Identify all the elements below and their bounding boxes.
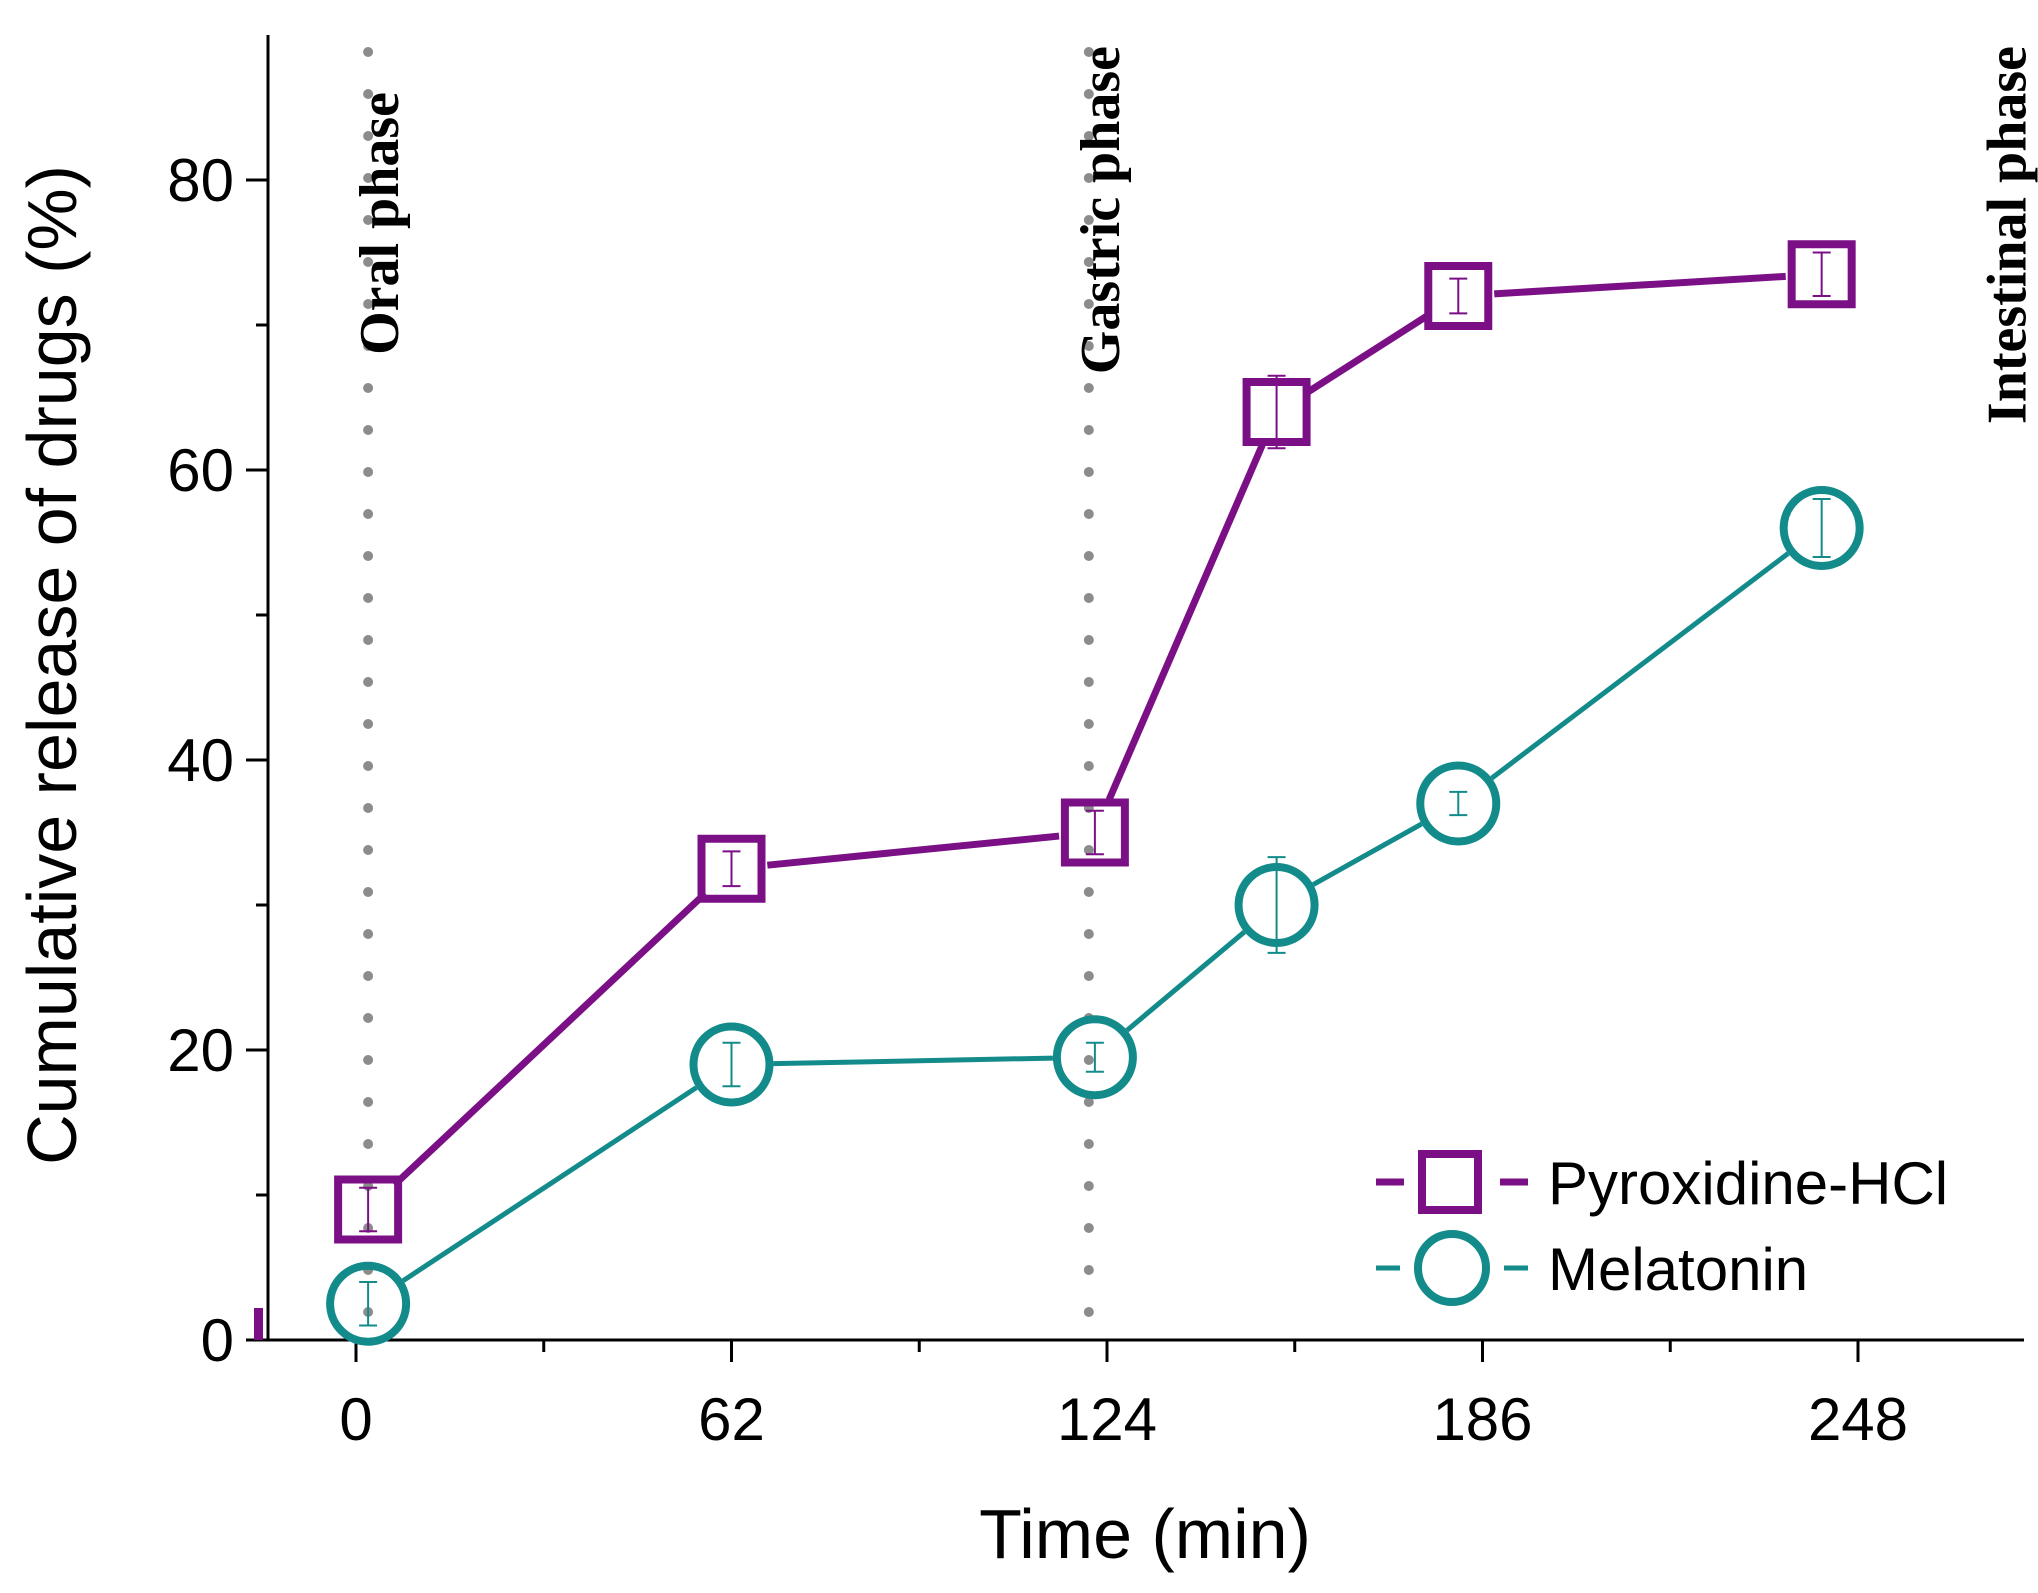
data-point [697,834,766,903]
y-tick-label: 0 [201,1307,234,1374]
x-tick-label: 62 [698,1386,765,1453]
data-point [1242,378,1311,446]
legend-marker [1414,1230,1490,1306]
y-tick-label: 20 [167,1017,234,1084]
y-tick-label: 40 [167,727,234,794]
series-pyroxidine-hcl [334,240,1856,1244]
series-line-segment [1494,272,1786,298]
origin-artifact [254,1308,263,1340]
axes: 0 20 40 60 80 0 62 124 186 248 [167,35,2024,1453]
series-line-segment [401,1085,698,1283]
series-group [254,240,1864,1346]
legend: Pyroxidine-HCl Melatonin [1376,1150,1948,1306]
data-point [689,1022,774,1107]
phase-markers: Oral phase Gastric phase Intestinal phase [349,46,2038,1341]
phase-label: Gastric phase [1070,46,1132,374]
y-axis-title: Cumulative release of drugs (%) [13,165,91,1165]
data-point [326,1261,411,1346]
phase-label: Oral phase [349,92,411,355]
legend-label: Pyroxidine-HCl [1548,1150,1948,1217]
legend-marker [1418,1150,1482,1214]
x-tick-label: 248 [1808,1386,1908,1453]
data-point [1060,798,1129,867]
x-axis-title: Time (min) [979,1495,1311,1573]
y-tick-label: 80 [167,147,234,214]
data-point [1416,761,1501,846]
series-line-segment [773,1055,1053,1067]
series-line-segment [391,890,708,1188]
series-line-segment [766,832,1060,869]
phase-label: Intestinal phase [1976,46,2038,424]
x-tick-label: 186 [1432,1386,1532,1453]
data-point [1787,240,1856,309]
data-point [1424,262,1493,330]
data-point [1234,863,1319,947]
legend-label: Melatonin [1548,1236,1808,1303]
x-tick-label: 0 [339,1386,372,1453]
legend-item: Melatonin [1376,1230,1808,1306]
series-line-segment [1312,821,1423,887]
x-tick-label: 124 [1057,1386,1157,1453]
series-melatonin [326,486,1864,1346]
series-line-segment [1305,312,1430,396]
series-line-segment [1490,551,1790,781]
data-point [334,1175,403,1244]
data-point [1052,1015,1137,1100]
series-line-segment [1105,443,1266,801]
legend-item: Pyroxidine-HCl [1376,1150,1948,1217]
y-tick-label: 60 [167,437,234,504]
series-line-segment [1125,930,1246,1033]
data-point [1779,486,1864,570]
